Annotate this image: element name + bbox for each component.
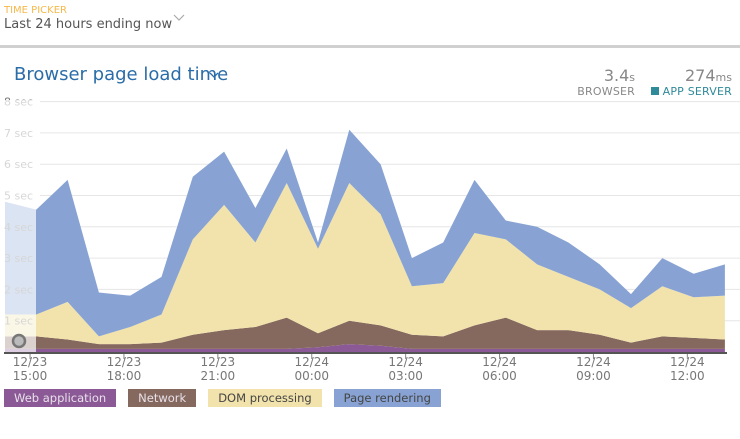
x-tick-date: 12/24 bbox=[670, 355, 705, 369]
app-server-swatch-icon bbox=[650, 87, 659, 95]
area-network bbox=[5, 317, 725, 349]
x-tick-time: 15:00 bbox=[13, 369, 48, 383]
divider bbox=[0, 45, 740, 48]
area-dom-processing bbox=[5, 182, 725, 345]
x-tick-date: 12/24 bbox=[576, 355, 611, 369]
x-tick-time: 09:00 bbox=[576, 369, 611, 383]
chevron-down-icon[interactable] bbox=[208, 70, 220, 80]
legend: Web application Network DOM processing Page… bbox=[4, 389, 441, 407]
x-tick-date: 12/24 bbox=[388, 355, 423, 369]
time-picker-label: TIME PICKER bbox=[4, 5, 67, 16]
x-tick-time: 21:00 bbox=[201, 369, 236, 383]
chart: 8 sec7 sec6 sec5 sec4 sec3 sec2 sec1 sec… bbox=[0, 95, 740, 383]
browser-label: BROWSER bbox=[577, 85, 635, 98]
x-tick-date: 12/24 bbox=[482, 355, 517, 369]
x-tick-time: 00:00 bbox=[294, 369, 329, 383]
x-tick-date: 12/24 bbox=[294, 355, 329, 369]
x-tick-date: 12/23 bbox=[107, 355, 142, 369]
legend-item-dom-processing[interactable]: DOM processing bbox=[208, 389, 322, 407]
chevron-down-icon[interactable] bbox=[172, 12, 186, 22]
legend-item-web-application[interactable]: Web application bbox=[4, 389, 117, 407]
time-window-overlay bbox=[0, 100, 36, 352]
x-tick-time: 03:00 bbox=[388, 369, 423, 383]
x-tick-date: 12/23 bbox=[13, 355, 48, 369]
x-tick-time: 06:00 bbox=[482, 369, 517, 383]
browser-metric: 3.4s BROWSER bbox=[577, 66, 635, 98]
x-tick-time: 18:00 bbox=[107, 369, 142, 383]
drag-handle-icon[interactable] bbox=[11, 333, 27, 349]
app-server-unit: ms bbox=[715, 71, 732, 84]
browser-value: 3.4 bbox=[603, 66, 630, 85]
app-server-label: APP SERVER bbox=[662, 85, 732, 98]
app-server-metric: 274ms APP SERVER bbox=[650, 66, 732, 98]
time-picker-value[interactable]: Last 24 hours ending now bbox=[4, 17, 173, 32]
app-server-value: 274 bbox=[685, 66, 716, 85]
legend-item-network[interactable]: Network bbox=[128, 389, 197, 407]
area-page-rendering bbox=[5, 129, 725, 337]
legend-item-page-rendering[interactable]: Page rendering bbox=[333, 389, 441, 407]
x-tick-time: 12:00 bbox=[670, 369, 705, 383]
browser-unit: s bbox=[629, 71, 635, 84]
x-tick-date: 12/23 bbox=[201, 355, 236, 369]
widget-title[interactable]: Browser page load time bbox=[14, 64, 229, 85]
area-web-application bbox=[5, 344, 725, 352]
